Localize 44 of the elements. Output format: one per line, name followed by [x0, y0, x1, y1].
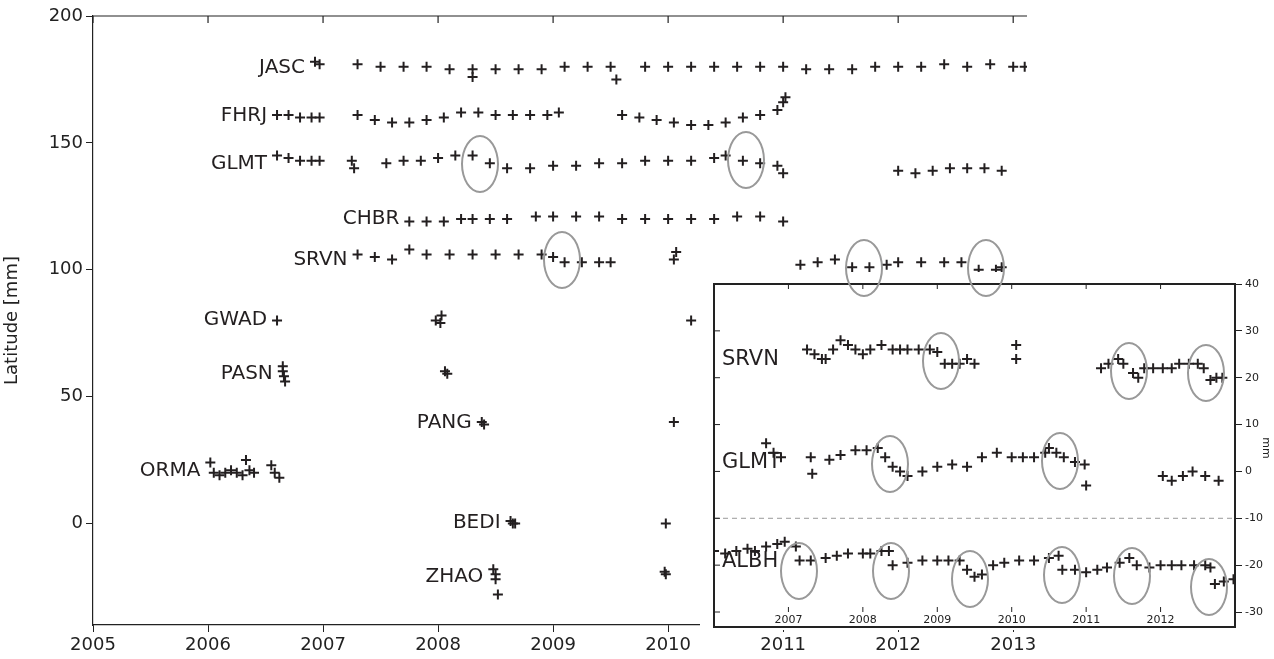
series-label: GWAD [203, 306, 268, 331]
x-tick-label: 2006 [185, 633, 231, 655]
series-label: ZHAO [425, 563, 484, 588]
x-tick-label: 2009 [923, 613, 952, 627]
y-axis-title: mm [1259, 437, 1273, 459]
x-tick-label: 2013 [990, 633, 1037, 655]
series-label: PASN [220, 359, 273, 384]
x-tick-label: 2007 [300, 633, 346, 655]
y-tick-label: 50 [60, 384, 83, 406]
series-label: GLMT [210, 149, 268, 174]
y-tick-label: 150 [48, 130, 83, 152]
x-tick-label: 2009 [530, 633, 576, 655]
x-tick-label: 2007 [774, 613, 803, 627]
y-tick-label: 0 [71, 511, 83, 533]
legend-label: ALBH [722, 547, 779, 572]
series-label: JASC [257, 53, 305, 78]
y-axis-title: Latitude [mm] [0, 256, 22, 385]
series-label: CHBR [342, 204, 400, 229]
x-tick-label: 2011 [1072, 613, 1101, 627]
series-label: SRVN [293, 246, 348, 271]
x-tick-label: 2008 [415, 633, 461, 655]
y-tick-label: 30 [1245, 323, 1259, 337]
x-tick-label: 2012 [875, 633, 922, 655]
y-tick-label: -20 [1245, 558, 1263, 571]
y-tick-label: 0 [1245, 464, 1252, 478]
x-tick-label: 2011 [760, 633, 807, 655]
series-label: BEDI [452, 509, 501, 534]
y-tick-label: 200 [48, 3, 83, 25]
x-tick-label: 2005 [70, 633, 116, 655]
x-tick-label: 2010 [997, 613, 1026, 627]
y-tick-label: 40 [1245, 276, 1259, 290]
y-tick-label: -10 [1245, 511, 1263, 525]
y-tick-label: 10 [1245, 417, 1259, 431]
y-tick-label: -30 [1245, 604, 1263, 618]
series-label: ORMA [139, 457, 201, 481]
series-label: FHRJ [220, 102, 268, 127]
legend-label: GLMT [722, 449, 782, 474]
y-tick-label: 100 [48, 257, 83, 279]
x-tick-label: 2012 [1146, 613, 1175, 627]
series-label: SRVN [722, 346, 779, 371]
x-tick-label: 2008 [848, 613, 877, 627]
x-tick-label: 2010 [645, 633, 692, 655]
y-tick-label: 20 [1245, 370, 1259, 384]
series-label: PANG [416, 409, 472, 434]
